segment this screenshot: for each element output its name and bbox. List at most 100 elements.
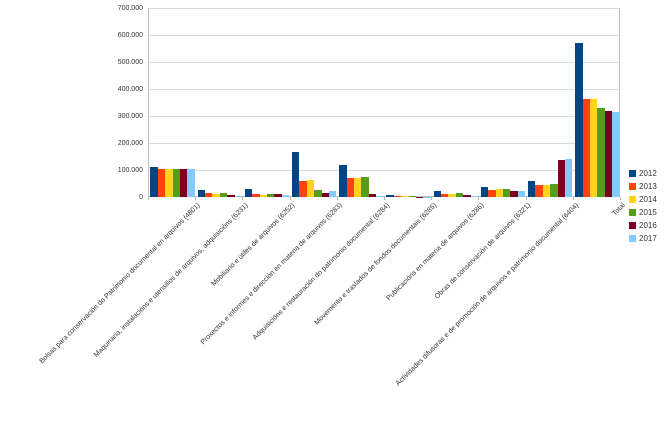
x-axis-tick <box>525 197 527 200</box>
x-axis-tick <box>431 197 433 200</box>
y-axis-tick-label: 200.000 <box>117 139 143 147</box>
legend-color-chip <box>629 209 636 217</box>
bar-2013-cat7 <box>441 193 449 197</box>
bar-2012-cat1 <box>150 167 158 197</box>
x-axis-category-label: Total <box>611 202 627 218</box>
bar-2013-cat3 <box>252 194 260 197</box>
legend-item-2013: 2013 <box>629 178 657 191</box>
bar-2015-cat4 <box>314 189 322 197</box>
bar-2013-cat2 <box>205 193 213 197</box>
y-axis-tick-label: 500.000 <box>117 58 143 66</box>
x-axis-tick <box>572 197 574 200</box>
bar-2016-cat1 <box>180 168 188 197</box>
x-axis-category-label: Publicacións en materia de arquivos (628… <box>385 202 486 303</box>
x-axis-tick <box>195 197 197 200</box>
legend-item-2015: 2015 <box>629 204 657 217</box>
gridline <box>149 89 619 90</box>
x-axis-tick <box>336 197 338 200</box>
bar-2014-cat8 <box>495 189 503 197</box>
bar-2016-cat9 <box>557 160 565 197</box>
legend-item-2012: 2012 <box>629 165 657 178</box>
gridline <box>149 170 619 171</box>
bar-2012-cat8 <box>480 187 489 197</box>
bar-2017-cat5 <box>376 195 384 197</box>
bar-2014-cat5 <box>354 177 362 197</box>
bar-2013-cat5 <box>346 177 354 197</box>
x-axis-category-label: Obras de conservación de arquivos (6321) <box>434 202 533 301</box>
bar-2015-cat3 <box>267 193 275 197</box>
legend-label: 2012 <box>639 169 657 179</box>
bar-2012-cat4 <box>292 152 300 197</box>
x-axis-tick <box>289 197 291 200</box>
x-axis-category-label: Mobiliario e útiles de arquivos (6252) <box>210 202 297 288</box>
bar-2013-cat4 <box>299 181 307 197</box>
gridline <box>149 62 619 63</box>
legend-label: 2015 <box>639 208 657 218</box>
bar-2017-cat10 <box>612 111 620 197</box>
bar-2015-cat6 <box>408 196 416 197</box>
legend-label: 2014 <box>639 195 657 205</box>
bar-2014-cat4 <box>306 180 315 197</box>
bar-2014-cat3 <box>259 194 267 197</box>
legend-color-chip <box>629 170 636 178</box>
bar-2017-cat7 <box>470 196 478 197</box>
bar-2015-cat7 <box>455 192 464 197</box>
bar-2017-cat1 <box>187 168 195 197</box>
bar-2017-cat8 <box>517 190 526 197</box>
bar-2017-cat3 <box>281 194 290 197</box>
bar-2012-cat3 <box>244 189 253 197</box>
x-axis-tick <box>620 197 621 200</box>
legend-color-chip <box>629 222 636 230</box>
bar-2015-cat10 <box>597 107 605 197</box>
bar-2012-cat5 <box>339 164 347 197</box>
x-axis-tick <box>384 197 385 200</box>
legend-color-chip <box>629 196 636 204</box>
bar-2017-cat9 <box>565 159 573 197</box>
legend-label: 2016 <box>639 221 657 231</box>
bar-2014-cat2 <box>212 193 220 197</box>
bar-2015-cat1 <box>172 168 180 197</box>
bar-2014-cat1 <box>165 168 173 197</box>
legend: 2012 2013 2014 2015 2016 2017 <box>629 165 657 243</box>
gridline <box>149 35 619 36</box>
bar-2012-cat7 <box>433 190 441 197</box>
bar-2012-cat9 <box>528 181 536 197</box>
legend-color-chip <box>629 183 636 191</box>
bar-2014-cat10 <box>590 99 598 197</box>
bar-2015-cat5 <box>361 177 369 197</box>
x-axis-category-label: Actividades difusoras e de promoción de … <box>394 202 580 388</box>
bar-2017-cat4 <box>329 190 337 197</box>
bar-2012-cat10 <box>575 43 583 197</box>
bar-2013-cat8 <box>488 189 496 197</box>
gridline <box>149 143 619 144</box>
bar-2012-cat6 <box>386 195 394 197</box>
legend-item-2016: 2016 <box>629 217 657 230</box>
x-axis-tick <box>242 197 244 200</box>
y-axis-tick-label: 600.000 <box>117 31 143 39</box>
legend-label: 2013 <box>639 182 657 192</box>
bar-2014-cat6 <box>401 196 409 197</box>
plot-area <box>148 8 620 197</box>
x-axis-category-label: Bolsas para conservación do Patrimonio d… <box>38 202 203 366</box>
bar-2015-cat2 <box>219 192 228 197</box>
bar-2015-cat9 <box>550 184 558 197</box>
legend-label: 2017 <box>639 234 657 244</box>
legend-item-2017: 2017 <box>629 230 657 243</box>
bar-2016-cat10 <box>604 110 613 197</box>
bar-2016-cat3 <box>274 193 282 197</box>
gridline <box>149 116 619 117</box>
legend-color-chip <box>629 235 636 243</box>
legend-item-2014: 2014 <box>629 191 657 204</box>
bar-2013-cat10 <box>582 99 590 197</box>
bar-2016-cat8 <box>510 190 518 197</box>
bar-2013-cat6 <box>393 196 402 197</box>
bar-2016-cat7 <box>463 195 471 197</box>
y-axis-tick-label: 400.000 <box>117 85 143 93</box>
bar-2016-cat4 <box>321 193 329 197</box>
bar-2013-cat9 <box>535 185 543 197</box>
y-axis-tick-label: 0 <box>139 193 143 201</box>
gridline <box>149 8 619 9</box>
bar-2013-cat1 <box>157 168 166 197</box>
bar-2014-cat9 <box>542 185 551 197</box>
